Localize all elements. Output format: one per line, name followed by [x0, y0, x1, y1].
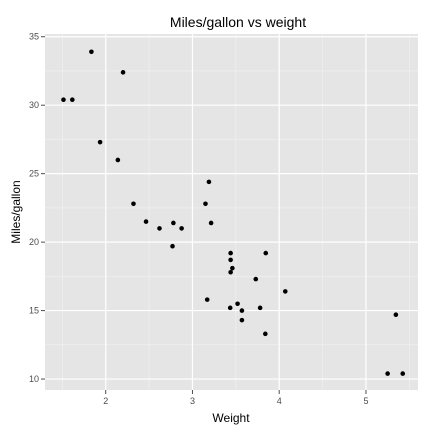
data-point — [131, 201, 136, 207]
x-axis-ticks: 2 3 4 5 — [103, 390, 368, 406]
y-tick-label: 25 — [29, 169, 39, 179]
data-point — [170, 243, 175, 249]
data-point — [97, 139, 103, 145]
data-point — [171, 220, 176, 226]
data-point — [385, 371, 390, 376]
data-point — [61, 97, 66, 103]
data-point — [70, 97, 75, 103]
y-tick-label: 35 — [29, 32, 39, 42]
major-grid — [45, 34, 418, 390]
y-tick-label: 15 — [29, 306, 39, 316]
data-point — [253, 276, 259, 282]
minor-grid — [45, 34, 418, 390]
data-point — [143, 219, 149, 224]
data-point — [227, 305, 233, 311]
data-point — [206, 179, 212, 185]
data-point — [89, 49, 94, 55]
x-tick-label: 5 — [363, 396, 368, 406]
y-axis-ticks: 10 15 20 25 30 35 — [29, 32, 45, 384]
x-tick-label: 4 — [277, 396, 282, 406]
data-point — [228, 250, 233, 256]
data-point — [257, 305, 263, 311]
points-layer — [61, 49, 406, 376]
data-point — [203, 201, 208, 207]
data-point — [263, 250, 269, 256]
chart-title: Miles/gallon vs weight — [170, 14, 306, 30]
data-point — [230, 265, 235, 271]
x-tick-label: 3 — [190, 396, 195, 406]
data-point — [208, 220, 214, 226]
data-point — [157, 226, 162, 231]
y-axis-title: Miles/gallon — [9, 180, 23, 243]
data-point — [228, 257, 233, 263]
data-point — [393, 312, 399, 317]
data-point — [120, 70, 126, 75]
data-point — [400, 371, 406, 376]
plot-panel — [45, 34, 418, 390]
x-axis-title: Weight — [212, 411, 250, 425]
data-point — [263, 331, 268, 337]
y-tick-label: 20 — [29, 237, 39, 247]
data-point — [228, 269, 233, 275]
data-point — [235, 301, 240, 307]
data-point — [179, 226, 184, 231]
y-tick-label: 30 — [29, 100, 39, 110]
data-point — [204, 297, 210, 302]
data-point — [115, 157, 121, 163]
data-point — [239, 308, 245, 313]
data-point — [282, 289, 288, 294]
data-point — [239, 317, 245, 323]
x-tick-label: 2 — [103, 396, 108, 406]
y-tick-label: 10 — [29, 374, 39, 384]
